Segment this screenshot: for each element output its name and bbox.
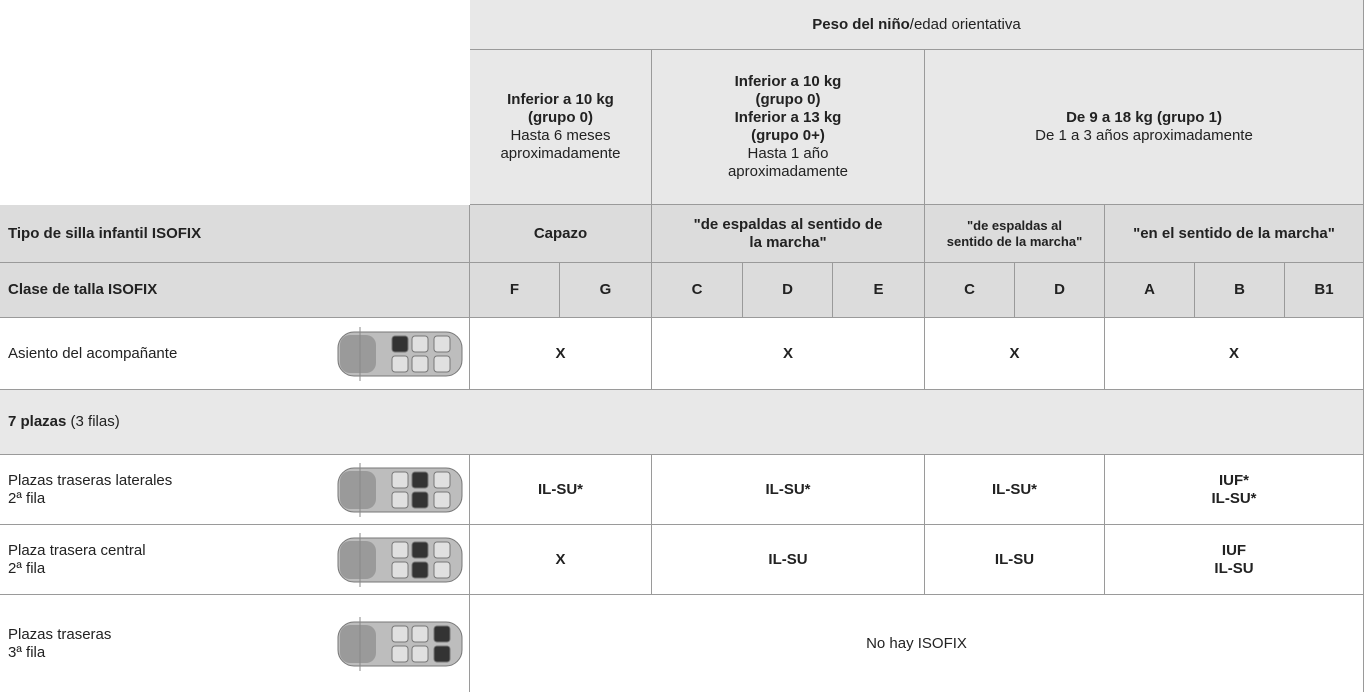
header-weight: Peso del niño/edad orientativa [470, 0, 1364, 50]
cell-text: Clase de talla ISOFIX [8, 281, 158, 298]
seat-type: "en el sentido de la marcha" [1105, 205, 1364, 263]
size-class: D [743, 263, 833, 318]
cell-text: 2ª fila [8, 489, 46, 507]
cell-value: X [925, 318, 1105, 390]
cell-value: No hay ISOFIX [470, 595, 1364, 692]
cell-text: sentido de la marcha" [946, 233, 1083, 249]
cell-text: (3 filas) [70, 413, 120, 430]
cell-text: C [964, 281, 975, 298]
size-class: C [652, 263, 743, 318]
cell-text: G [599, 281, 612, 298]
cell-text: aproximadamente [727, 163, 849, 180]
car-icon [337, 617, 463, 671]
cell-text: Hasta 1 año [747, 145, 829, 162]
cell-text: Hasta 6 meses [510, 127, 611, 144]
cell-value: IL-SU* [652, 455, 925, 525]
cell-text: IL-SU* [765, 480, 811, 498]
cell-value: IUF* IL-SU* [1105, 455, 1364, 525]
size-class: B1 [1285, 263, 1364, 318]
header-line: Peso del niño/edad orientativa [812, 16, 1020, 34]
seat-type: "de espaldas al sentido de la marcha" [652, 205, 925, 263]
size-class: B [1195, 263, 1285, 318]
cell-text: IL-SU [1214, 559, 1254, 577]
cell-text: Plazas traseras laterales [8, 471, 173, 489]
cell-value: X [652, 318, 925, 390]
cell-text: E [873, 281, 884, 298]
cell-value: IUF IL-SU [1105, 525, 1364, 595]
seat-type: Capazo [470, 205, 652, 263]
size-class: C [925, 263, 1015, 318]
cell-text: C [691, 281, 703, 298]
cell-text: X [555, 550, 566, 568]
cell-text: 7 plazas [8, 413, 67, 430]
cell-text: Capazo [533, 224, 588, 242]
section-line: 7 plazas (3 filas) [8, 413, 120, 431]
cell-text: (grupo 0+) [751, 127, 825, 144]
size-class: G [560, 263, 652, 318]
cell-text: X [782, 344, 793, 362]
cell-text: la marcha" [749, 233, 827, 251]
cell-value: X [470, 525, 652, 595]
size-class: A [1105, 263, 1195, 318]
cell-text: "de espaldas al sentido de [693, 215, 883, 233]
cell-value: X [470, 318, 652, 390]
section-row: 7 plazas (3 filas) [0, 390, 1364, 455]
cell-value: X [1105, 318, 1364, 390]
car-icon [337, 533, 463, 587]
size-class: F [470, 263, 560, 318]
size-class: D [1015, 263, 1105, 318]
cell-text: Asiento del acompañante [8, 344, 178, 362]
cell-text: IL-SU* [1211, 489, 1257, 507]
cell-text: IL-SU [768, 550, 808, 568]
cell-text: B1 [1314, 281, 1334, 298]
seat-type: "de espaldas al sentido de la marcha" [925, 205, 1105, 263]
cell-text: "de espaldas al [966, 217, 1063, 233]
age-group: Inferior a 10 kg (grupo 0) Hasta 6 meses ap… [470, 50, 652, 205]
cell-text: Inferior a 10 kg [734, 73, 842, 90]
cell-text: F [509, 281, 520, 298]
cell-text: B [1234, 281, 1245, 298]
age-group: Inferior a 10 kg (grupo 0) Inferior a 13 k… [652, 50, 925, 205]
cell-text: X [555, 344, 566, 362]
cell-text: Plaza trasera central [8, 541, 146, 559]
cell-text: "en el sentido de la marcha" [1133, 224, 1335, 242]
cell-text: Inferior a 10 kg [507, 91, 614, 108]
cell-value: IL-SU [652, 525, 925, 595]
row-label: Clase de talla ISOFIX [0, 263, 470, 318]
cell-text: De 1 a 3 años aproximadamente [1035, 127, 1253, 144]
size-class: E [833, 263, 925, 318]
cell-text: Tipo de silla infantil ISOFIX [8, 224, 202, 242]
cell-text: IL-SU* [538, 480, 583, 498]
row-label: Tipo de silla infantil ISOFIX [0, 205, 470, 263]
age-group: De 9 a 18 kg (grupo 1) De 1 a 3 años apro… [925, 50, 1364, 205]
cell-text: Inferior a 13 kg [734, 109, 842, 126]
cell-text: A [1144, 281, 1155, 298]
cell-text: De 9 a 18 kg (grupo 1) [1066, 109, 1222, 126]
cell-text: D [782, 281, 793, 298]
cell-text: IL-SU* [992, 480, 1037, 498]
cell-text: /edad orientativa [909, 15, 1021, 33]
cell-text: 2ª fila [8, 559, 46, 577]
cell-text: Peso del niño [812, 15, 910, 33]
cell-text: (grupo 0) [528, 109, 593, 126]
cell-text: No hay ISOFIX [866, 634, 967, 652]
cell-text: aproximadamente [500, 145, 621, 162]
cell-text: X [1228, 344, 1239, 362]
cell-value: IL-SU [925, 525, 1105, 595]
cell-text: D [1054, 281, 1065, 298]
cell-text: 3ª fila [8, 643, 46, 661]
cell-text: IL-SU [994, 550, 1035, 568]
cell-text: X [1009, 344, 1020, 362]
car-icon [337, 463, 463, 517]
car-icon [337, 327, 463, 381]
cell-text: Plazas traseras [8, 625, 112, 643]
cell-value: IL-SU* [470, 455, 652, 525]
cell-value: IL-SU* [925, 455, 1105, 525]
cell-text: (grupo 0) [755, 91, 821, 108]
cell-text: IUF* [1219, 471, 1249, 489]
cell-text: IUF [1221, 541, 1247, 559]
